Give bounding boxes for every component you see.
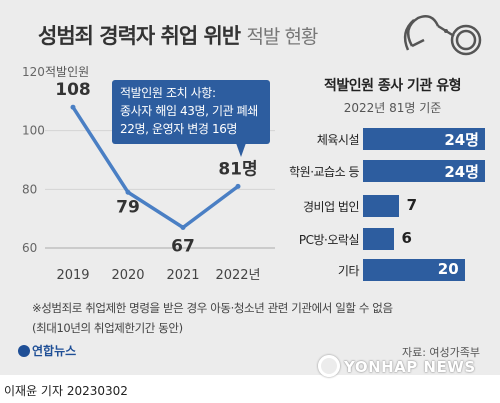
- byline: 이재윤 기자 20230302: [4, 384, 128, 398]
- infographic-card: 성범죄 경력자 취업 위반 적발 현황 60 80 100 120 108 79 67 81…: [0, 0, 500, 377]
- watermark-text: YONHAP NEWS: [344, 358, 476, 376]
- footnote-line: ※성범죄로 취업제한 명령을 받은 경우 아동·청소년 관련 기관에서 일할 수…: [32, 301, 393, 315]
- x-tick-label: 2021: [166, 268, 199, 283]
- data-point: [235, 183, 241, 189]
- logo-text: 연합뉴스: [32, 344, 77, 358]
- handcuffs-icon: [403, 15, 482, 56]
- x-tick-label: 2022년: [215, 268, 260, 283]
- title-sub: 적발 현황: [246, 26, 318, 48]
- category-label: 학원·교습소 등: [289, 165, 359, 179]
- watermark-logo-icon: [318, 355, 340, 377]
- annotation-line: 적발인원 조치 사항:: [120, 86, 216, 100]
- bar-row: PC방·오락실 6: [275, 228, 485, 250]
- watermark: YONHAP NEWS: [318, 355, 476, 377]
- y-tick-label: 100: [22, 124, 45, 138]
- title-main: 성범죄 경력자 취업 위반: [38, 24, 241, 48]
- yonhap-logo: 연합뉴스: [18, 342, 76, 359]
- annotation-line: 22명, 운영자 변경 16명: [120, 122, 238, 136]
- source-note: 자료: 여성가족부: [401, 346, 480, 359]
- footnote-line: (최대10년의 취업제한기간 동안): [32, 321, 183, 335]
- bar-chart-title: 적발인원 종사 기관 유형: [324, 78, 461, 94]
- annotation-pointer: [236, 143, 246, 157]
- bar-row: 기타 20: [275, 259, 485, 281]
- bar: [363, 195, 399, 217]
- y-unit-label: 적발인원: [45, 65, 89, 79]
- bar: [363, 128, 485, 150]
- bar-value-label: 20: [437, 260, 459, 278]
- x-tick-label: 2020: [111, 268, 144, 283]
- bar-row: 학원·교습소 등 24명: [275, 160, 485, 182]
- bar-value-label: 6: [401, 229, 412, 247]
- bar-row: 경비업 법인 7: [275, 195, 485, 217]
- bar-value-label: 24명: [444, 163, 479, 181]
- y-tick-label: 60: [22, 241, 37, 255]
- bar-chart-subtitle: 2022년 81명 기준: [343, 101, 442, 115]
- category-label: 체육시설: [316, 133, 360, 147]
- bar: [363, 228, 394, 250]
- category-label: 기타: [337, 264, 360, 278]
- footnote: ※성범죄로 취업제한 명령을 받은 경우 아동·청소년 관련 기관에서 일할 수…: [32, 298, 393, 338]
- bar: [363, 259, 465, 281]
- data-point: [125, 189, 131, 195]
- category-label: 경비업 법인: [302, 200, 360, 214]
- bar: [363, 160, 485, 182]
- data-point: [180, 224, 186, 230]
- bar-row: 체육시설 24명: [275, 128, 485, 150]
- data-label: 81명: [218, 159, 257, 179]
- bar-value-label: 24명: [444, 131, 479, 149]
- data-point: [70, 104, 76, 110]
- y-tick-label: 80: [22, 182, 37, 196]
- category-label: PC방·오락실: [298, 233, 360, 247]
- logo-mark-icon: [18, 345, 30, 357]
- annotation-callout: 적발인원 조치 사항: 종사자 해임 43명, 기관 폐쇄 22명, 운영자 변…: [112, 80, 270, 144]
- data-label: 67: [171, 236, 195, 256]
- series-line: [71, 106, 240, 230]
- bar-value-label: 7: [406, 196, 418, 214]
- y-tick-label: 120: [22, 65, 45, 79]
- data-label: 79: [116, 197, 140, 217]
- data-label: 108: [55, 80, 91, 100]
- x-tick-label: 2019: [56, 268, 89, 283]
- annotation-line: 종사자 해임 43명, 기관 폐쇄: [120, 104, 258, 118]
- page-title: 성범죄 경력자 취업 위반 적발 현황: [38, 20, 318, 50]
